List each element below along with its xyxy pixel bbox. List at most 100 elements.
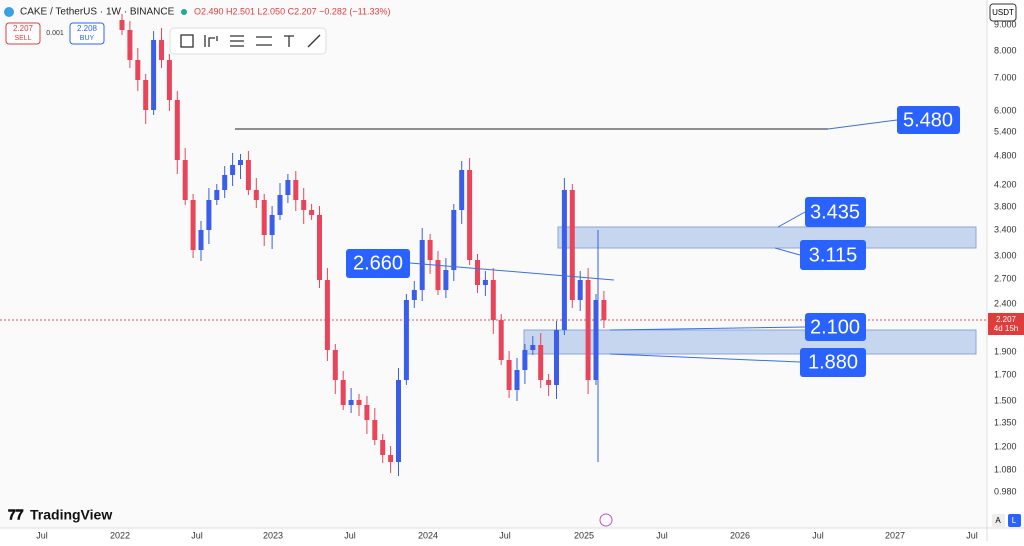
price-label: 0.980 xyxy=(994,486,1017,496)
callout-line xyxy=(409,262,615,281)
price-label: 7.000 xyxy=(994,72,1017,82)
candle-body xyxy=(538,345,544,380)
candle-body xyxy=(119,20,125,30)
candle-body xyxy=(182,160,188,200)
candle-body xyxy=(301,200,307,210)
candle-body xyxy=(554,330,559,385)
candle-body xyxy=(206,200,212,230)
candle-body xyxy=(419,240,425,290)
candle-body xyxy=(530,345,536,350)
auto-button[interactable] xyxy=(992,514,1005,527)
event-icon[interactable] xyxy=(599,513,613,527)
candle-body xyxy=(127,30,133,60)
callout-line xyxy=(827,119,898,130)
candle-body xyxy=(506,360,512,390)
buy-label: BUY xyxy=(80,35,95,42)
sell-label: SELL xyxy=(14,35,31,42)
price-label: 9.000 xyxy=(994,19,1017,29)
callout-line xyxy=(609,353,801,363)
candle-body xyxy=(340,380,346,405)
candle-body xyxy=(482,280,488,285)
buy-price: 2.208 xyxy=(77,24,98,33)
time-label: 2024 xyxy=(418,530,438,540)
annotation: 1.880 xyxy=(800,348,866,377)
candle-body xyxy=(403,300,409,380)
candle-body xyxy=(427,240,433,260)
candles xyxy=(119,14,607,476)
candle-body xyxy=(498,320,504,360)
price-label: 3.400 xyxy=(994,224,1017,234)
price-label: 3.800 xyxy=(994,201,1017,211)
annotation-label: 2.660 xyxy=(353,252,403,274)
tool[interactable] xyxy=(180,34,194,48)
candle-body xyxy=(443,270,449,290)
candle-body xyxy=(435,260,441,290)
time-label: 2025 xyxy=(574,530,594,540)
price-label: 4.200 xyxy=(994,179,1017,189)
time-label: Jul xyxy=(499,530,511,540)
buy-button[interactable] xyxy=(69,22,105,45)
symbol: CAKE / TetherUS · 1W · BINANCE xyxy=(20,7,175,18)
candle-body xyxy=(198,230,204,250)
callout-line xyxy=(777,211,806,228)
tool[interactable] xyxy=(230,35,244,47)
price-label: 6.000 xyxy=(994,105,1017,115)
price-label: 2.700 xyxy=(994,273,1017,283)
candle-body xyxy=(222,175,228,190)
log-button[interactable] xyxy=(1008,514,1021,527)
candle-body xyxy=(490,280,496,320)
log-label: L xyxy=(1012,516,1017,525)
sell-button[interactable] xyxy=(5,22,41,45)
price-label: 1.200 xyxy=(994,441,1017,451)
time-label: Jul xyxy=(191,530,203,540)
tool[interactable] xyxy=(307,34,321,48)
callout-line xyxy=(774,247,801,256)
candle-body xyxy=(245,160,251,190)
candle-body xyxy=(159,40,164,60)
annotation-label: 3.115 xyxy=(809,244,858,266)
candle-body xyxy=(253,190,259,200)
time-label: Jul xyxy=(36,530,48,540)
callout-line xyxy=(609,326,806,331)
currency-button[interactable] xyxy=(989,3,1017,22)
countdown: 4d 15h xyxy=(994,324,1018,333)
tool[interactable] xyxy=(256,36,272,46)
auto-label: A xyxy=(995,516,1001,525)
candle-body xyxy=(467,170,473,260)
candle-body xyxy=(459,170,465,210)
spread: 0.001 xyxy=(46,30,64,37)
tool[interactable] xyxy=(204,35,218,47)
price-label: 1.500 xyxy=(994,395,1017,405)
annotation-label: 2.100 xyxy=(810,316,860,338)
ohlc: O2.490 H2.501 L2.050 C2.207 −0.282 (−11.… xyxy=(194,6,390,16)
time-axis: Jul 2022 Jul 2023 Jul 2024 Jul 2025 Jul 2026 Jul 20… xyxy=(36,530,978,540)
candle-body xyxy=(593,300,599,380)
price-tag xyxy=(988,313,1024,335)
candle-body xyxy=(135,60,141,80)
candle-body xyxy=(396,380,401,462)
time-label: Jul xyxy=(812,530,824,540)
candle-body xyxy=(569,190,575,300)
tool[interactable] xyxy=(284,35,294,47)
time-label: 2022 xyxy=(110,530,130,540)
support-zone xyxy=(523,329,977,355)
candle-body xyxy=(601,300,607,320)
time-label: Jul xyxy=(344,530,356,540)
candle-body xyxy=(522,350,528,370)
price-label: 1.080 xyxy=(994,464,1017,474)
candle-body xyxy=(285,180,291,195)
status-dot xyxy=(181,9,187,15)
candle-body xyxy=(230,165,236,175)
candle-body xyxy=(190,200,196,250)
candle-body xyxy=(143,80,149,110)
candle-body xyxy=(372,420,378,440)
candle-body xyxy=(356,400,362,405)
price-label: 4.800 xyxy=(994,150,1017,160)
price-label: 1.350 xyxy=(994,417,1017,427)
candle-body xyxy=(293,180,299,200)
price-axis: 9.000 8.000 7.000 6.000 5.400 4.800 4.200 3.800… xyxy=(994,19,1017,496)
candle-body xyxy=(324,280,330,350)
candle-body xyxy=(411,290,417,300)
